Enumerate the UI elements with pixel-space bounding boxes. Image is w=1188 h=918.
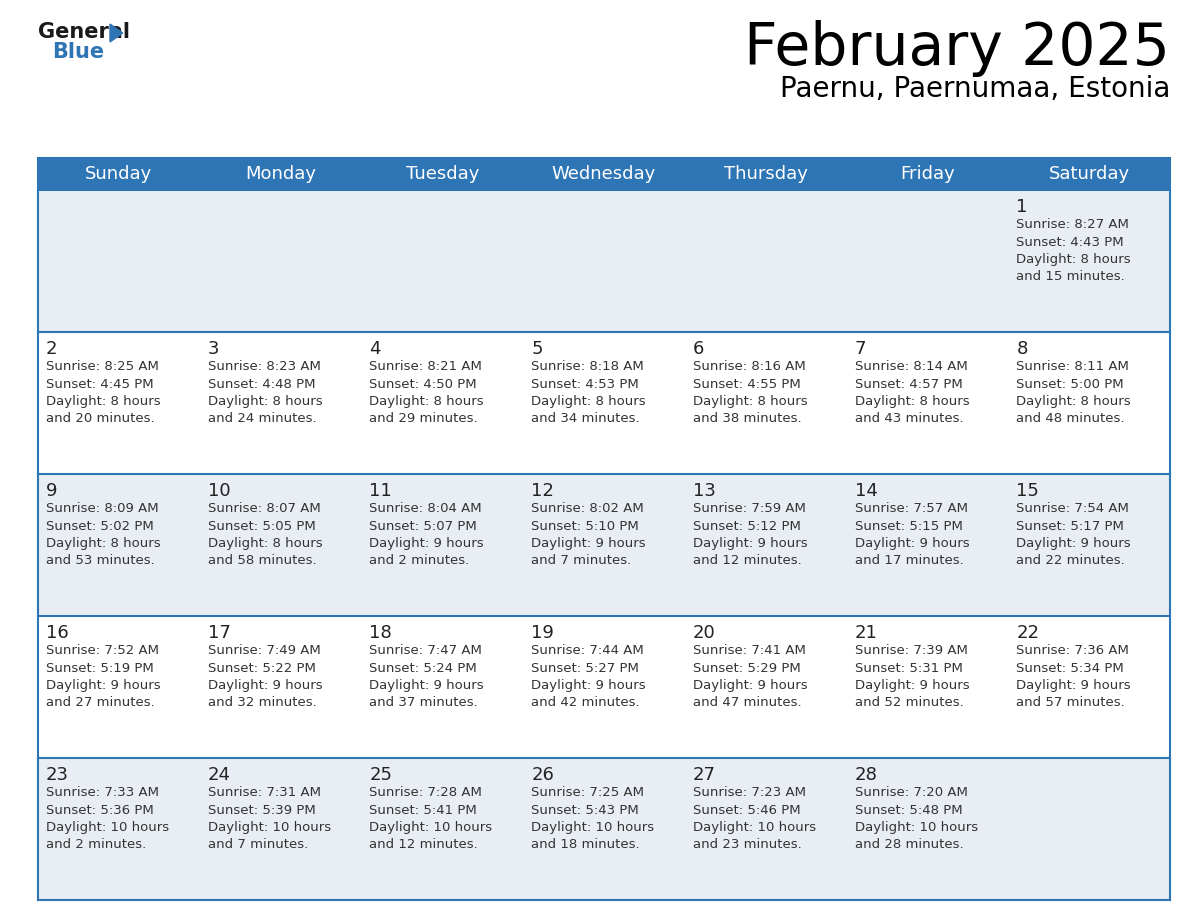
Text: 18: 18: [369, 624, 392, 642]
Text: 27: 27: [693, 766, 716, 784]
Text: Sunrise: 7:47 AM
Sunset: 5:24 PM
Daylight: 9 hours
and 37 minutes.: Sunrise: 7:47 AM Sunset: 5:24 PM Dayligh…: [369, 644, 484, 710]
Text: Sunrise: 8:02 AM
Sunset: 5:10 PM
Daylight: 9 hours
and 7 minutes.: Sunrise: 8:02 AM Sunset: 5:10 PM Dayligh…: [531, 502, 646, 567]
Text: 1: 1: [1016, 198, 1028, 216]
Bar: [38, 190, 1170, 332]
Text: 16: 16: [46, 624, 69, 642]
Text: Sunrise: 7:49 AM
Sunset: 5:22 PM
Daylight: 9 hours
and 32 minutes.: Sunrise: 7:49 AM Sunset: 5:22 PM Dayligh…: [208, 644, 322, 710]
Text: 10: 10: [208, 482, 230, 500]
Text: 15: 15: [1016, 482, 1040, 500]
Text: 23: 23: [46, 766, 69, 784]
Text: Sunrise: 7:36 AM
Sunset: 5:34 PM
Daylight: 9 hours
and 57 minutes.: Sunrise: 7:36 AM Sunset: 5:34 PM Dayligh…: [1016, 644, 1131, 710]
Bar: [38, 332, 1170, 474]
Text: 2: 2: [46, 340, 57, 358]
Text: 19: 19: [531, 624, 554, 642]
Text: Sunrise: 7:44 AM
Sunset: 5:27 PM
Daylight: 9 hours
and 42 minutes.: Sunrise: 7:44 AM Sunset: 5:27 PM Dayligh…: [531, 644, 646, 710]
Text: 12: 12: [531, 482, 554, 500]
Text: Sunrise: 8:11 AM
Sunset: 5:00 PM
Daylight: 8 hours
and 48 minutes.: Sunrise: 8:11 AM Sunset: 5:00 PM Dayligh…: [1016, 360, 1131, 426]
Text: Sunrise: 7:31 AM
Sunset: 5:39 PM
Daylight: 10 hours
and 7 minutes.: Sunrise: 7:31 AM Sunset: 5:39 PM Dayligh…: [208, 786, 330, 852]
Text: 13: 13: [693, 482, 715, 500]
Text: 5: 5: [531, 340, 543, 358]
Text: 9: 9: [46, 482, 57, 500]
Text: Monday: Monday: [245, 165, 316, 183]
Text: Sunrise: 8:09 AM
Sunset: 5:02 PM
Daylight: 8 hours
and 53 minutes.: Sunrise: 8:09 AM Sunset: 5:02 PM Dayligh…: [46, 502, 160, 567]
Text: Saturday: Saturday: [1049, 165, 1130, 183]
Text: Sunrise: 8:18 AM
Sunset: 4:53 PM
Daylight: 8 hours
and 34 minutes.: Sunrise: 8:18 AM Sunset: 4:53 PM Dayligh…: [531, 360, 646, 426]
Text: Sunrise: 8:16 AM
Sunset: 4:55 PM
Daylight: 8 hours
and 38 minutes.: Sunrise: 8:16 AM Sunset: 4:55 PM Dayligh…: [693, 360, 808, 426]
Text: Friday: Friday: [901, 165, 955, 183]
Text: 4: 4: [369, 340, 381, 358]
Text: Sunrise: 7:25 AM
Sunset: 5:43 PM
Daylight: 10 hours
and 18 minutes.: Sunrise: 7:25 AM Sunset: 5:43 PM Dayligh…: [531, 786, 655, 852]
Text: 3: 3: [208, 340, 220, 358]
Text: 14: 14: [854, 482, 878, 500]
Text: Blue: Blue: [52, 42, 105, 62]
Text: Wednesday: Wednesday: [552, 165, 656, 183]
Text: Sunrise: 7:39 AM
Sunset: 5:31 PM
Daylight: 9 hours
and 52 minutes.: Sunrise: 7:39 AM Sunset: 5:31 PM Dayligh…: [854, 644, 969, 710]
Text: Sunrise: 7:23 AM
Sunset: 5:46 PM
Daylight: 10 hours
and 23 minutes.: Sunrise: 7:23 AM Sunset: 5:46 PM Dayligh…: [693, 786, 816, 852]
Text: February 2025: February 2025: [744, 20, 1170, 77]
Text: 11: 11: [369, 482, 392, 500]
Text: 28: 28: [854, 766, 878, 784]
Text: Sunrise: 8:14 AM
Sunset: 4:57 PM
Daylight: 8 hours
and 43 minutes.: Sunrise: 8:14 AM Sunset: 4:57 PM Dayligh…: [854, 360, 969, 426]
Text: Sunrise: 7:54 AM
Sunset: 5:17 PM
Daylight: 9 hours
and 22 minutes.: Sunrise: 7:54 AM Sunset: 5:17 PM Dayligh…: [1016, 502, 1131, 567]
Text: Sunrise: 7:59 AM
Sunset: 5:12 PM
Daylight: 9 hours
and 12 minutes.: Sunrise: 7:59 AM Sunset: 5:12 PM Dayligh…: [693, 502, 808, 567]
Text: 24: 24: [208, 766, 230, 784]
Text: Sunrise: 8:27 AM
Sunset: 4:43 PM
Daylight: 8 hours
and 15 minutes.: Sunrise: 8:27 AM Sunset: 4:43 PM Dayligh…: [1016, 218, 1131, 284]
Text: 22: 22: [1016, 624, 1040, 642]
Bar: [38, 616, 1170, 758]
Text: Sunrise: 7:57 AM
Sunset: 5:15 PM
Daylight: 9 hours
and 17 minutes.: Sunrise: 7:57 AM Sunset: 5:15 PM Dayligh…: [854, 502, 969, 567]
Text: Sunrise: 8:21 AM
Sunset: 4:50 PM
Daylight: 8 hours
and 29 minutes.: Sunrise: 8:21 AM Sunset: 4:50 PM Dayligh…: [369, 360, 484, 426]
Text: Tuesday: Tuesday: [405, 165, 479, 183]
Text: Sunrise: 7:52 AM
Sunset: 5:19 PM
Daylight: 9 hours
and 27 minutes.: Sunrise: 7:52 AM Sunset: 5:19 PM Dayligh…: [46, 644, 160, 710]
Text: Paernu, Paernumaa, Estonia: Paernu, Paernumaa, Estonia: [779, 75, 1170, 103]
Bar: [38, 758, 1170, 900]
Text: 26: 26: [531, 766, 554, 784]
Text: 25: 25: [369, 766, 392, 784]
Text: Sunrise: 8:07 AM
Sunset: 5:05 PM
Daylight: 8 hours
and 58 minutes.: Sunrise: 8:07 AM Sunset: 5:05 PM Dayligh…: [208, 502, 322, 567]
Text: 6: 6: [693, 340, 704, 358]
Text: 17: 17: [208, 624, 230, 642]
Bar: [38, 474, 1170, 616]
Text: Sunrise: 8:23 AM
Sunset: 4:48 PM
Daylight: 8 hours
and 24 minutes.: Sunrise: 8:23 AM Sunset: 4:48 PM Dayligh…: [208, 360, 322, 426]
Text: Sunrise: 8:25 AM
Sunset: 4:45 PM
Daylight: 8 hours
and 20 minutes.: Sunrise: 8:25 AM Sunset: 4:45 PM Dayligh…: [46, 360, 160, 426]
Text: 20: 20: [693, 624, 715, 642]
Text: 8: 8: [1016, 340, 1028, 358]
Text: Sunrise: 8:04 AM
Sunset: 5:07 PM
Daylight: 9 hours
and 2 minutes.: Sunrise: 8:04 AM Sunset: 5:07 PM Dayligh…: [369, 502, 484, 567]
Text: Sunrise: 7:28 AM
Sunset: 5:41 PM
Daylight: 10 hours
and 12 minutes.: Sunrise: 7:28 AM Sunset: 5:41 PM Dayligh…: [369, 786, 493, 852]
Text: Thursday: Thursday: [723, 165, 808, 183]
Text: Sunrise: 7:41 AM
Sunset: 5:29 PM
Daylight: 9 hours
and 47 minutes.: Sunrise: 7:41 AM Sunset: 5:29 PM Dayligh…: [693, 644, 808, 710]
Text: Sunrise: 7:33 AM
Sunset: 5:36 PM
Daylight: 10 hours
and 2 minutes.: Sunrise: 7:33 AM Sunset: 5:36 PM Dayligh…: [46, 786, 169, 852]
Bar: [38, 158, 1170, 190]
Text: 7: 7: [854, 340, 866, 358]
Text: Sunday: Sunday: [86, 165, 152, 183]
Polygon shape: [110, 24, 122, 42]
Text: General: General: [38, 22, 129, 42]
Text: 21: 21: [854, 624, 878, 642]
Text: Sunrise: 7:20 AM
Sunset: 5:48 PM
Daylight: 10 hours
and 28 minutes.: Sunrise: 7:20 AM Sunset: 5:48 PM Dayligh…: [854, 786, 978, 852]
